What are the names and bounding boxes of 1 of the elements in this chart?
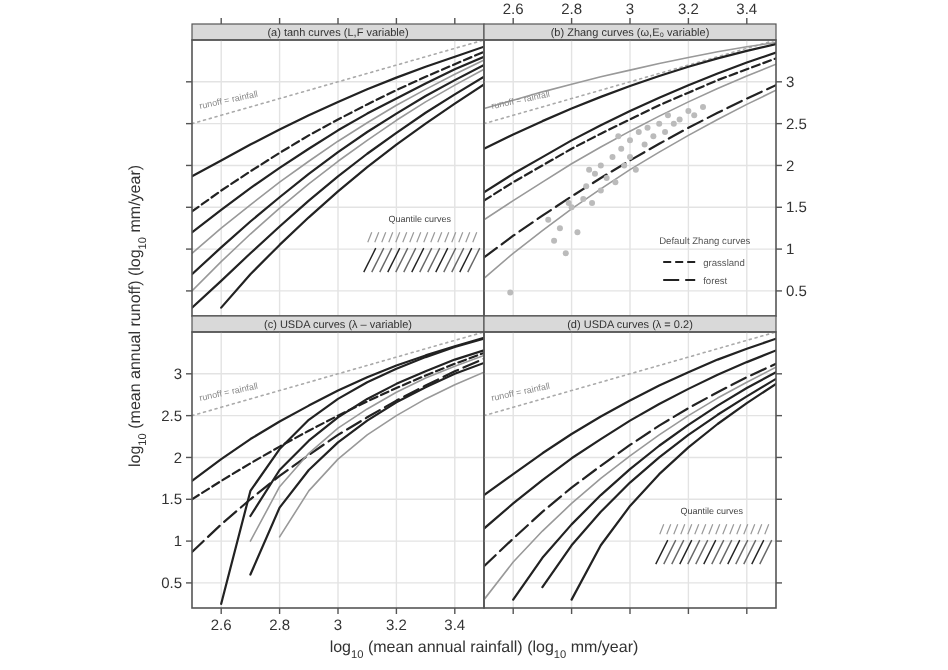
x-axis-title: log$_{10}$ (mean annual rainfall) (log$_{10}$ mm/year) (329, 638, 639, 662)
